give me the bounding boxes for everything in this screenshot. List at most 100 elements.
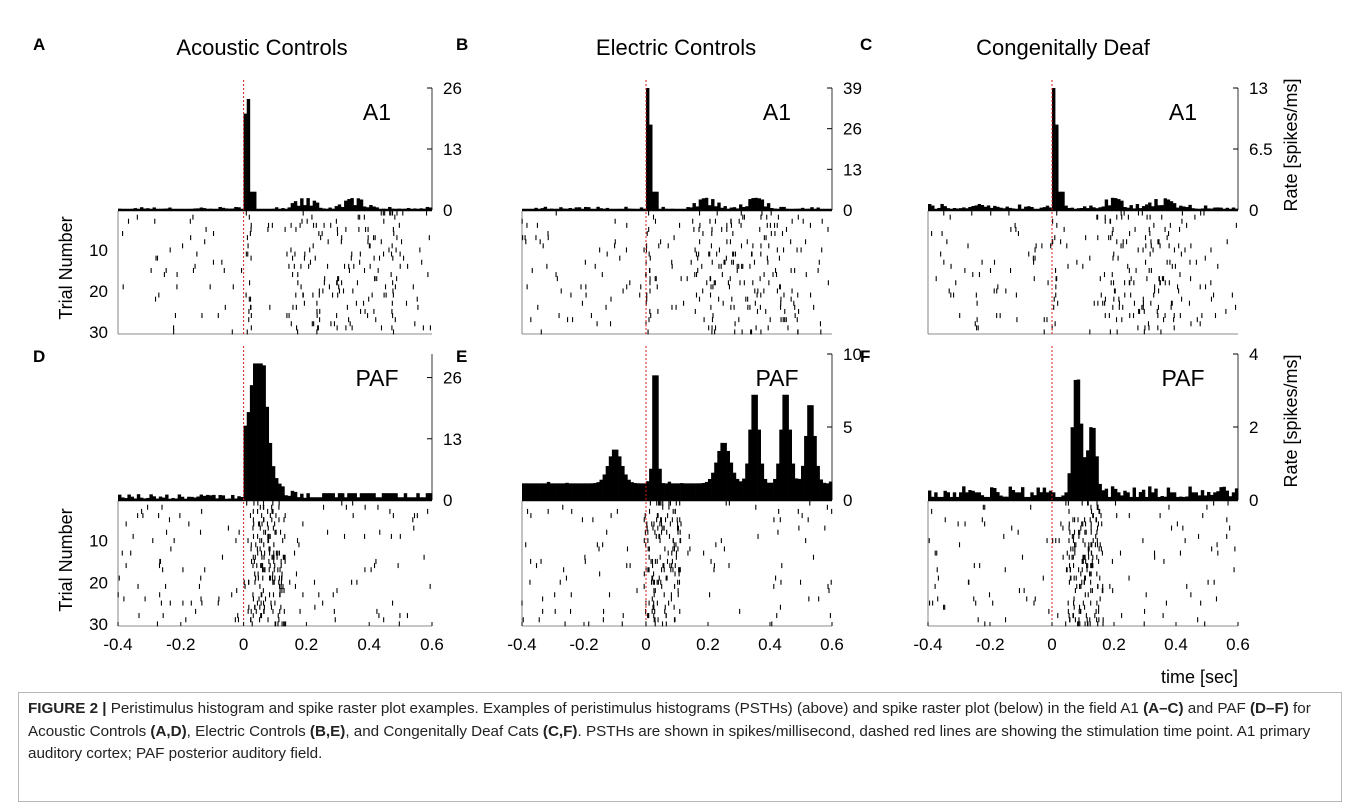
- psth-bar: [782, 206, 786, 210]
- time-axis-label: time [sec]: [1161, 667, 1238, 687]
- psth-bar: [413, 497, 417, 500]
- psth-bar: [1182, 496, 1186, 500]
- psth-bar: [315, 202, 320, 210]
- psth-bar: [977, 492, 981, 500]
- psth-bar: [425, 206, 430, 210]
- field-label: PAF: [355, 365, 398, 391]
- psth-bar: [218, 206, 222, 210]
- psth-bar: [177, 494, 182, 500]
- psth-bar: [559, 207, 563, 210]
- psth-bar: [1154, 199, 1158, 210]
- psth-bar: [1138, 492, 1143, 500]
- panel-F: 0 2 4 PAF -0.4 -0.2 0 0.2 0.4 0.6: [913, 345, 1258, 654]
- psth-bar: [205, 494, 210, 500]
- psth-bar: [1052, 88, 1056, 210]
- psth-bar: [726, 450, 730, 500]
- psth-bar: [1194, 492, 1198, 500]
- psth-bar: [946, 492, 950, 500]
- psth-bar: [1231, 492, 1236, 500]
- psth-bar: [1172, 203, 1177, 210]
- psth-bar: [968, 490, 972, 500]
- psth-bar: [1076, 379, 1081, 500]
- psth-bar: [1002, 496, 1006, 500]
- psth-bar: [965, 492, 969, 500]
- psth-bar: [745, 463, 749, 500]
- psth-bar: [937, 496, 941, 500]
- psth-bar: [1058, 496, 1062, 500]
- psth-bar: [1036, 487, 1040, 500]
- psth-bar: [825, 483, 830, 500]
- psth-bar: [422, 497, 427, 500]
- psth-bar: [180, 496, 185, 500]
- x-tick-label: -0.2: [569, 635, 598, 654]
- x-tick-label: 0: [1047, 635, 1056, 654]
- psth-bar: [646, 88, 650, 210]
- psth-bar: [1033, 495, 1037, 500]
- psth-bar: [599, 479, 603, 500]
- caption-text: for Acoustic Controls: [28, 700, 1311, 740]
- psth-bar: [999, 495, 1003, 500]
- psth-bar: [1120, 495, 1124, 500]
- psth-bar: [347, 493, 351, 500]
- caption-text: Peristimulus histogram and spike raster …: [106, 700, 1144, 717]
- psth-bar: [1101, 490, 1105, 500]
- psth-bar: [136, 494, 141, 500]
- psth-bar: [337, 204, 342, 210]
- psth-bar: [372, 493, 376, 500]
- psth-bar: [1024, 206, 1028, 210]
- psth-bar: [757, 198, 761, 210]
- psth-bar: [584, 206, 588, 210]
- psth-bar: [306, 493, 310, 500]
- psth-bar: [1008, 486, 1012, 500]
- psth-bar: [689, 483, 693, 500]
- psth-bar: [369, 493, 373, 500]
- y-tick-label: 4: [1249, 345, 1258, 364]
- psth-bar: [686, 207, 690, 210]
- psth-bar: [1107, 496, 1112, 500]
- psth-bar: [187, 496, 191, 500]
- psth-bar: [315, 497, 320, 500]
- psth-bar: [708, 478, 712, 500]
- psth-bar: [587, 483, 591, 500]
- psth-bar: [287, 207, 291, 210]
- psth-bar: [1042, 207, 1047, 210]
- psth-bar: [980, 495, 985, 500]
- psth-bar: [403, 493, 408, 500]
- psth-bar: [574, 207, 579, 210]
- psth-bar: [1179, 205, 1183, 210]
- psth-bar: [934, 492, 938, 500]
- psth-bar: [974, 205, 978, 210]
- psth-bar: [1021, 487, 1025, 500]
- psth-bar: [312, 497, 317, 500]
- psth-bar: [822, 482, 827, 500]
- psth-bar: [344, 497, 348, 500]
- x-tick-label: 0.4: [1164, 635, 1188, 654]
- psth-bar: [246, 98, 251, 210]
- x-tick-label: 0.6: [420, 635, 444, 654]
- psth-bar: [1058, 191, 1062, 210]
- y-tick-label: 39: [843, 79, 862, 98]
- psth-bar: [531, 483, 535, 500]
- psth-bar: [139, 207, 144, 210]
- psth-bar: [646, 481, 650, 500]
- psth-bar: [1005, 496, 1009, 500]
- psth-bar: [704, 197, 709, 210]
- psth-bar: [306, 198, 310, 210]
- psth-bar: [1197, 495, 1202, 500]
- psth-bar: [425, 493, 430, 500]
- psth-bar: [553, 483, 557, 500]
- x-tick-label: 0.2: [696, 635, 720, 654]
- psth-bar: [322, 493, 326, 500]
- psth-bar: [1083, 457, 1087, 500]
- y-tick-label: 2: [1249, 418, 1258, 437]
- psth-bar: [1064, 492, 1068, 500]
- psth-bar: [249, 191, 254, 210]
- psth-bar: [742, 207, 746, 210]
- caption-ref: (D–F): [1250, 700, 1289, 717]
- psth-bar: [1135, 496, 1140, 500]
- psth-bar: [717, 450, 721, 500]
- x-tick-label: 0: [239, 635, 248, 654]
- psth-bar: [732, 472, 737, 500]
- psth-bar: [980, 204, 985, 210]
- caption-ref: (B,E): [309, 722, 346, 740]
